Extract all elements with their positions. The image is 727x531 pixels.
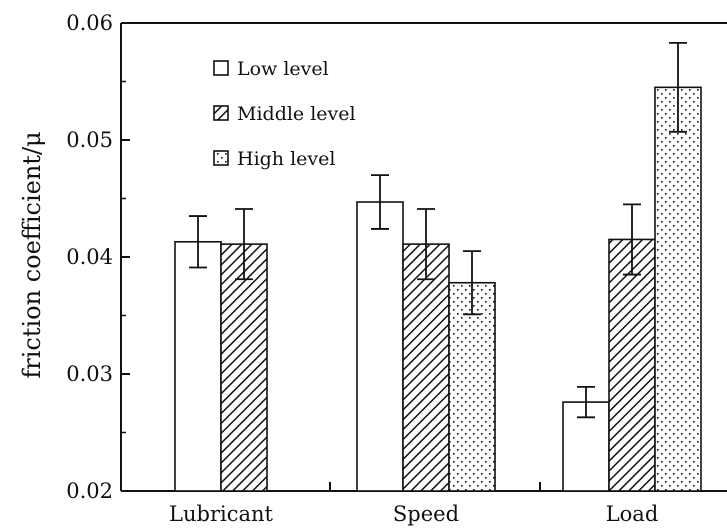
bar-hatched: [220, 243, 268, 492]
legend-swatch-dotted: [213, 150, 229, 166]
legend-swatch-hatched: [213, 105, 229, 121]
legend-label: High level: [237, 148, 335, 170]
x-category-label: Load: [606, 502, 659, 526]
bar-open: [356, 201, 404, 492]
legend-label: Middle level: [237, 103, 356, 125]
y-tick-label: 0.06: [66, 11, 113, 35]
y-axis-title: friction coefficient/μ: [18, 131, 46, 378]
bar-hatched: [608, 238, 656, 492]
bar-dotted: [654, 86, 702, 492]
legend-swatch-open: [213, 60, 229, 76]
y-tick-label: 0.03: [66, 362, 113, 386]
y-tick-label: 0.02: [66, 479, 113, 503]
bar-open: [174, 240, 222, 492]
bar-hatched: [402, 243, 450, 492]
y-tick-label: 0.05: [66, 128, 113, 152]
x-category-label: Speed: [393, 502, 459, 526]
y-tick-label: 0.04: [66, 245, 113, 269]
bar-dotted: [448, 281, 496, 492]
legend-label: Low level: [237, 58, 329, 80]
x-category-label: Lubricant: [169, 502, 273, 526]
